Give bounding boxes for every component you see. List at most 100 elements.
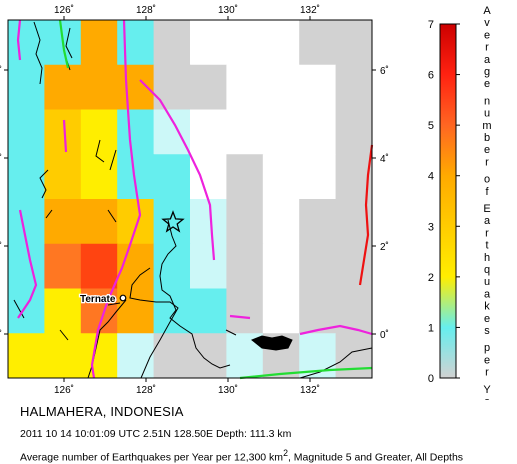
grid-cell: [262, 109, 300, 155]
colorbar-title-char: a: [484, 215, 491, 227]
grid-cell: [190, 64, 227, 110]
grid-cell: [335, 64, 373, 110]
grid-cell: [262, 64, 300, 110]
grid-cell: [335, 243, 373, 289]
lon-label-top: 132˚: [300, 4, 320, 16]
colorbar-title-char: A: [483, 5, 491, 17]
grid-cell: [190, 20, 227, 66]
grid-cell: [80, 243, 118, 289]
colorbar-tick-label: 6: [428, 70, 434, 82]
grid-cell: [44, 333, 82, 379]
colorbar-title-char: r: [485, 156, 489, 168]
plate-boundary-magenta-west: [16, 19, 68, 319]
grid-cell: [190, 333, 227, 379]
grid-cell: [299, 154, 337, 200]
grid-cell: [299, 64, 337, 110]
grid-cell: [190, 109, 227, 155]
grid-cell: [153, 20, 191, 66]
plate-boundary-green: [58, 19, 373, 380]
event-info: 2011 10 14 10:01:09 UTC 2.51N 128.50E De…: [20, 428, 292, 440]
grid-cell: [335, 333, 373, 379]
grid-cell: [226, 154, 264, 200]
colorbar-title-char: E: [483, 203, 490, 215]
grid-cell: [262, 199, 300, 245]
colorbar-title-char: t: [485, 240, 488, 252]
coastline-obi-island: [251, 335, 293, 351]
seismicity-grid: [8, 20, 373, 379]
description-rest: , Magnitude 5 and Greater, All Depths: [287, 451, 464, 464]
plate-boundary-red: [358, 144, 374, 286]
colorbar: 01234567AveragenumberofEarthquakesperYea…: [428, 5, 492, 400]
grid-cell: [190, 154, 227, 200]
grid-cell: [8, 243, 45, 289]
grid-cell: [44, 64, 82, 110]
colorbar-title-char: q: [484, 264, 490, 276]
grid-cell: [117, 20, 155, 66]
grid-cell: [44, 243, 82, 289]
map-title: HALMAHERA, INDONESIA: [20, 404, 184, 419]
grid-cell: [299, 243, 337, 289]
map-frame: 126˚ 126˚ 128˚ 128˚ 130˚ 130˚ 132˚ 132˚ 6˚ 6˚ 4˚ 4˚…: [0, 4, 389, 396]
colorbar-title-char: e: [484, 396, 490, 400]
lat-label-left: 0˚: [0, 329, 2, 341]
grid-cell: [80, 333, 118, 379]
plate-boundary-magenta: [90, 19, 142, 379]
colorbar-title-char: e: [484, 78, 490, 90]
colorbar-title-char: v: [484, 17, 490, 29]
map-description: Average number of Earthquakes per Year p…: [20, 448, 463, 464]
colorbar-tick-label: 2: [428, 272, 434, 284]
grid-cell: [117, 199, 155, 245]
colorbar-title-char: r: [485, 367, 489, 379]
seismicity-map: Ternate 126˚126˚128˚128˚130˚130˚132˚132˚…: [0, 4, 492, 400]
lat-label-right: 6˚: [380, 65, 389, 77]
colorbar-title-char: e: [484, 144, 490, 156]
grid-cell: [8, 333, 45, 379]
colorbar-tick-label: 7: [428, 19, 434, 31]
grid-cell: [190, 199, 227, 245]
grid-cell: [262, 154, 300, 200]
grid-cell: [299, 288, 337, 334]
colorbar-tick-label: 3: [428, 221, 434, 233]
grid-cell: [153, 288, 191, 334]
colorbar-title-char: p: [484, 342, 490, 354]
colorbar-title-char: Y: [483, 384, 491, 396]
grid-cell: [226, 20, 264, 66]
colorbar-title-char: a: [484, 288, 491, 300]
city-label-ternate: Ternate: [80, 294, 116, 305]
grid-cell: [226, 243, 264, 289]
lon-label-top: 128˚: [136, 4, 156, 16]
lat-label-left: 4˚: [0, 153, 2, 165]
colorbar-title-char: b: [484, 132, 490, 144]
grid-cell: [262, 20, 300, 66]
lon-label-bottom: 128˚: [136, 384, 156, 396]
lat-label-left: 6˚: [0, 65, 2, 77]
grid-cell: [299, 109, 337, 155]
grid-cell: [80, 64, 118, 110]
grid-cell: [80, 154, 118, 200]
grid-cell: [226, 64, 264, 110]
grid-cell: [299, 199, 337, 245]
colorbar-tick-label: 0: [428, 373, 434, 385]
grid-cell: [8, 64, 45, 110]
grid-cell: [8, 288, 45, 334]
colorbar-title-char: e: [484, 313, 490, 325]
grid-cell: [153, 154, 191, 200]
grid-cell: [80, 199, 118, 245]
colorbar-title-char: f: [485, 186, 489, 198]
grid-cell: [335, 109, 373, 155]
lat-label-right: 4˚: [380, 153, 389, 165]
map-border: [7, 19, 373, 379]
coastline-halmahera: [159, 219, 231, 369]
grid-cell: [226, 199, 264, 245]
colorbar-title-char: g: [484, 66, 490, 78]
colorbar-tick-label: 5: [428, 120, 434, 132]
lat-label-right: 0˚: [380, 329, 389, 341]
colorbar-title-char: u: [484, 276, 490, 288]
grid-cell: [190, 243, 227, 289]
grid-cell: [80, 20, 118, 66]
lon-label-bottom: 132˚: [300, 384, 320, 396]
grid-cell: [80, 109, 118, 155]
colorbar-title-char: o: [484, 174, 490, 186]
plate-boundary-magenta-south: [229, 314, 373, 336]
colorbar-title-char: u: [484, 108, 490, 120]
